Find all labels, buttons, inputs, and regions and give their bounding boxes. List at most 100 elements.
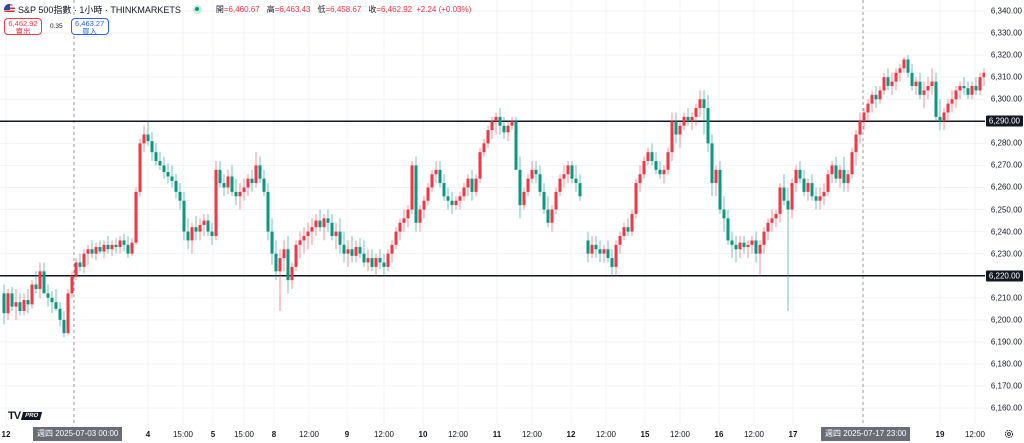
candle — [482, 138, 486, 157]
candle — [490, 116, 494, 139]
candle — [22, 293, 26, 316]
time-tick-label: 15:00 — [233, 430, 255, 439]
candle — [254, 152, 258, 188]
candle — [114, 238, 118, 254]
candle — [982, 68, 985, 87]
candle — [678, 121, 682, 148]
candle — [446, 187, 450, 210]
candle — [418, 205, 422, 232]
candle — [242, 178, 246, 201]
candle — [690, 112, 694, 131]
candle — [110, 240, 114, 256]
time-tick-label: 12:00 — [298, 430, 320, 439]
candle — [630, 209, 634, 237]
candle — [174, 174, 178, 199]
sell-price: 6,462.92 — [8, 19, 38, 28]
candle — [642, 156, 646, 179]
tradingview-logo[interactable]: TV PRO — [8, 410, 43, 422]
candle — [30, 280, 34, 309]
candle — [214, 161, 218, 241]
time-tick-label: 12:00 — [743, 430, 765, 439]
candle — [146, 121, 150, 146]
market-open-status-icon — [192, 4, 202, 14]
candle — [314, 213, 318, 237]
time-axis[interactable]: 12 4 15:00 5 15:00 8 12:00 9 12:00 10 12:00 11 12:00… — [0, 425, 1024, 443]
spread-value: 0.35 — [50, 23, 63, 30]
symbol-title[interactable]: S&P 500指數 · 1小時 · THINKMARKETS — [18, 4, 181, 15]
candle — [210, 222, 214, 245]
candle — [758, 240, 762, 276]
candle — [562, 165, 566, 188]
time-tick-label: 12:00 — [521, 430, 543, 439]
time-tick-label: 17 — [788, 430, 798, 439]
price-level-tag: 6,290.00 — [985, 115, 1023, 127]
price-tick-label: 6,270.00 — [990, 160, 1022, 170]
time-tick-label: 12:00 — [964, 430, 986, 439]
candle — [310, 218, 314, 245]
price-tick-label: 6,300.00 — [990, 94, 1022, 104]
candle — [634, 178, 638, 219]
candle — [274, 240, 278, 281]
candle — [50, 291, 54, 314]
candle — [358, 238, 362, 259]
candle — [2, 284, 6, 325]
candle — [166, 163, 170, 184]
candle — [106, 236, 110, 254]
candle — [910, 63, 914, 91]
candle — [522, 187, 526, 210]
candle — [454, 196, 458, 210]
candle — [958, 81, 962, 100]
candle — [586, 231, 590, 263]
candle — [46, 284, 50, 307]
candle — [534, 161, 538, 184]
price-tick-label: 6,310.00 — [990, 72, 1022, 82]
candle — [422, 196, 426, 219]
candle — [722, 196, 726, 232]
candle — [842, 156, 846, 192]
candle — [882, 72, 886, 95]
candle — [850, 147, 854, 179]
candle — [182, 191, 186, 241]
candle — [382, 253, 386, 276]
candle — [370, 249, 374, 272]
candle — [698, 90, 702, 117]
time-tick-label: 11 — [492, 430, 502, 439]
candle — [962, 77, 966, 95]
candle — [798, 161, 802, 184]
price-axis[interactable]: 6,340.00 6,330.00 6,320.00 6,310.00 6,300.00… — [985, 0, 1024, 425]
candle — [954, 86, 958, 109]
buy-button[interactable]: 6,463.27 買入 — [70, 18, 109, 36]
candle — [666, 147, 670, 175]
candle — [14, 288, 18, 320]
ohlc-values: 開=6,460.67 高=6,463.43 低=6,458.67 收=6,462… — [216, 4, 412, 15]
candle — [926, 77, 930, 100]
candle — [598, 240, 602, 263]
candle — [750, 236, 754, 254]
candle — [738, 236, 742, 259]
candle — [266, 183, 270, 241]
candle — [234, 178, 238, 206]
time-tick-label: 12:00 — [595, 430, 617, 439]
candle — [754, 231, 758, 263]
candle — [294, 240, 298, 272]
candle — [778, 183, 782, 223]
settings-gear-icon[interactable] — [1004, 429, 1014, 439]
sell-button[interactable]: 6,462.92 賣出 — [4, 18, 42, 36]
candle — [706, 94, 710, 153]
candle — [502, 116, 506, 139]
price-tick-label: 6,180.00 — [990, 359, 1022, 369]
price-tick-label: 6,160.00 — [990, 403, 1022, 413]
time-tick-label: 12 — [566, 430, 576, 439]
candle — [782, 174, 786, 206]
price-tick-label: 6,240.00 — [990, 227, 1022, 237]
candle — [94, 242, 98, 261]
candle — [70, 271, 74, 298]
price-tick-label: 6,330.00 — [990, 28, 1022, 38]
candle — [354, 240, 358, 263]
candle — [178, 183, 182, 210]
candle — [362, 240, 366, 267]
candle — [226, 169, 230, 195]
price-tick-label: 6,280.00 — [990, 138, 1022, 148]
candlestick-chart-plot[interactable] — [0, 0, 985, 425]
candle — [626, 218, 630, 237]
